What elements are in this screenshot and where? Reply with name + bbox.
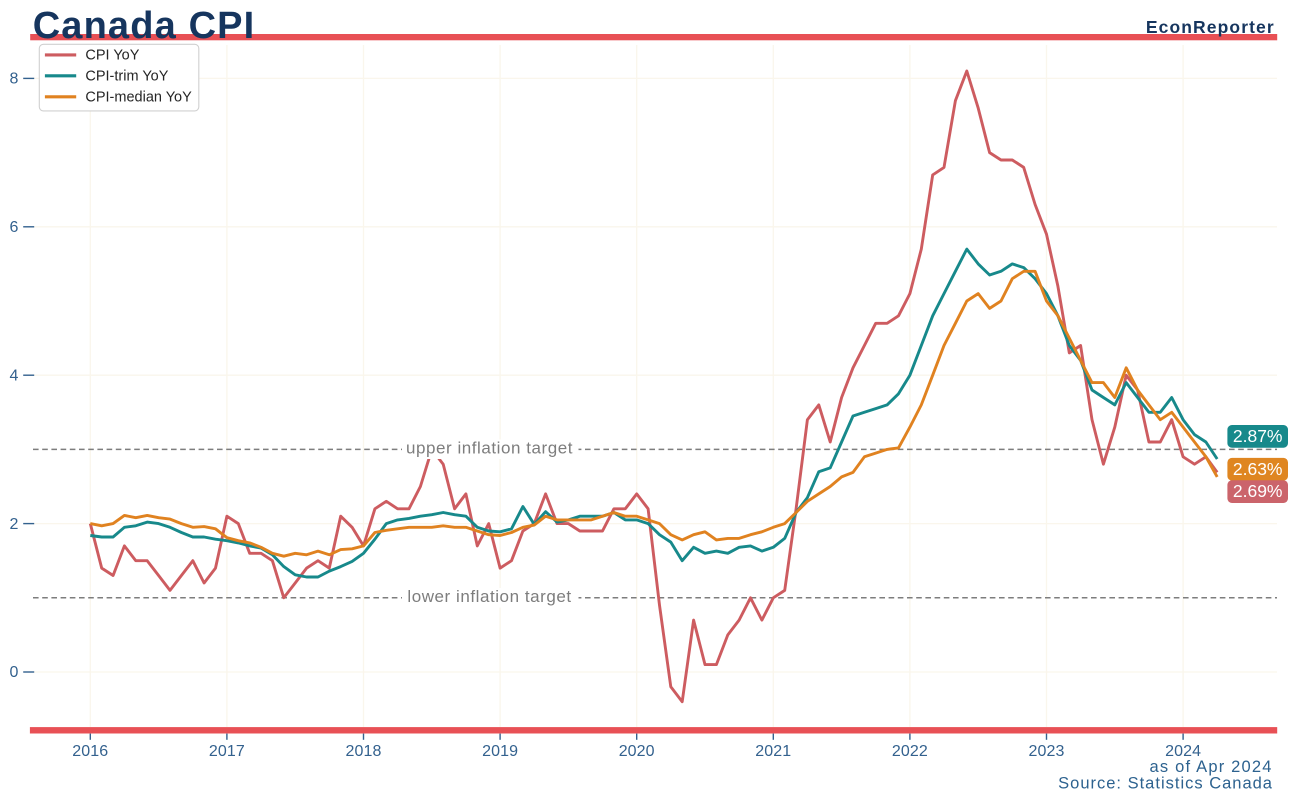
- svg-text:2024: 2024: [1165, 743, 1201, 760]
- svg-text:2017: 2017: [209, 743, 245, 760]
- svg-text:lower inflation target: lower inflation target: [407, 587, 571, 606]
- svg-text:CPI-median YoY: CPI-median YoY: [85, 89, 192, 105]
- svg-text:Source: Statistics Canada: Source: Statistics Canada: [1058, 775, 1273, 793]
- svg-text:2018: 2018: [346, 743, 382, 760]
- svg-text:0: 0: [9, 664, 18, 681]
- svg-text:2019: 2019: [482, 743, 518, 760]
- svg-text:2022: 2022: [892, 743, 928, 760]
- svg-text:2016: 2016: [72, 743, 108, 760]
- svg-text:2021: 2021: [755, 743, 791, 760]
- svg-text:upper inflation target: upper inflation target: [406, 439, 573, 458]
- svg-text:4: 4: [9, 367, 18, 384]
- svg-text:EconReporter: EconReporter: [1146, 17, 1275, 37]
- svg-text:CPI YoY: CPI YoY: [85, 48, 139, 64]
- svg-text:Canada CPI: Canada CPI: [33, 5, 256, 47]
- svg-text:CPI-trim YoY: CPI-trim YoY: [85, 68, 168, 84]
- svg-text:2023: 2023: [1029, 743, 1065, 760]
- svg-text:2.69%: 2.69%: [1233, 481, 1283, 501]
- svg-text:6: 6: [9, 219, 18, 236]
- svg-text:8: 8: [9, 71, 18, 88]
- svg-text:2: 2: [9, 516, 18, 533]
- svg-text:2020: 2020: [619, 743, 655, 760]
- svg-text:as of Apr 2024: as of Apr 2024: [1149, 758, 1272, 776]
- svg-text:2.63%: 2.63%: [1233, 459, 1283, 479]
- svg-text:2.87%: 2.87%: [1233, 426, 1283, 446]
